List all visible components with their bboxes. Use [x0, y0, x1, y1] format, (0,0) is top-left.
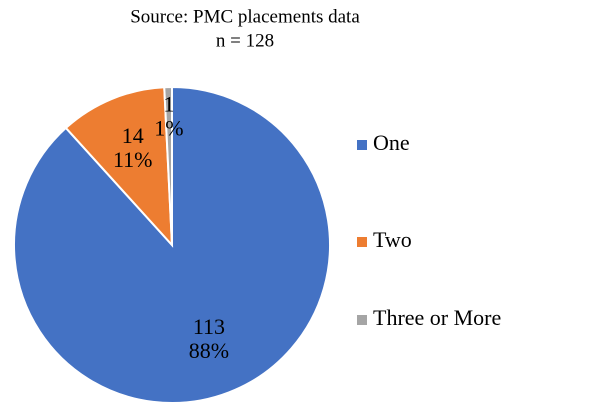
value-label: 1: [163, 92, 174, 117]
percent-label: 11%: [113, 147, 153, 172]
legend-swatch: [357, 315, 367, 325]
pie-slice: [64, 86, 174, 248]
legend-swatch: [357, 140, 367, 150]
legend-swatch: [357, 237, 367, 247]
chart-title: Source: PMC placements data: [130, 6, 360, 27]
legend-label: Three or More: [373, 305, 501, 330]
percent-label: 88%: [189, 338, 229, 363]
legend-label: Two: [373, 227, 412, 252]
legend-label: One: [373, 130, 410, 155]
percent-label: 1%: [154, 116, 183, 141]
value-label: 113: [193, 314, 225, 339]
chart-subtitle: n = 128: [216, 30, 274, 51]
value-label: 14: [122, 123, 144, 148]
pie-slice: [163, 85, 173, 246]
